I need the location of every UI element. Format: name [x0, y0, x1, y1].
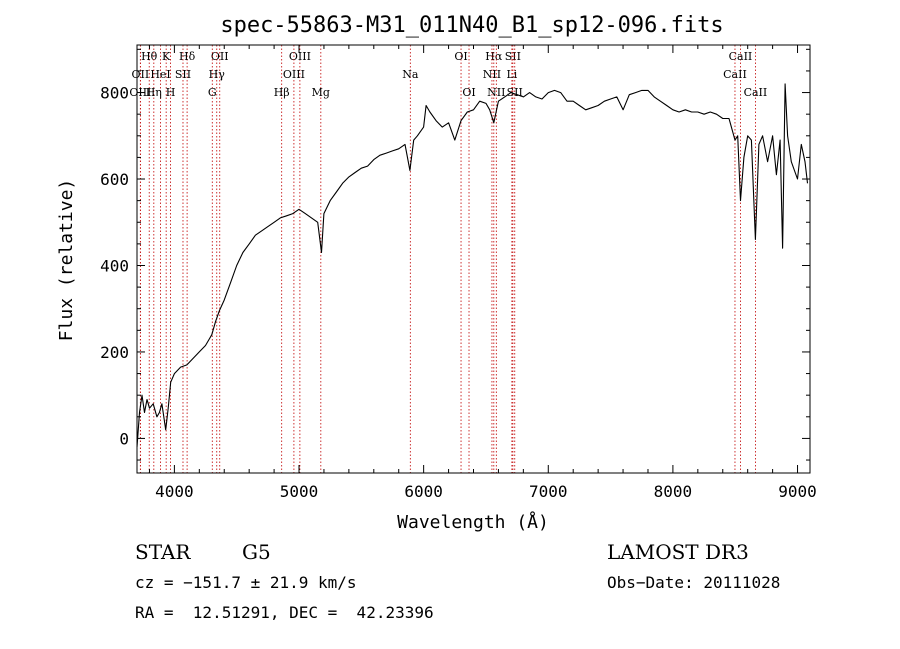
redshift-readout: cz = −151.7 ± 21.9 km/s [135, 573, 357, 592]
line-label-0: Hθ [141, 50, 158, 63]
y-tick-label-1: 200 [100, 343, 129, 362]
spectrum-line-0 [136, 83, 809, 448]
line-label-26: SII [507, 86, 523, 99]
y-tick-label-2: 400 [100, 256, 129, 275]
chart-title: spec-55863-M31_011N40_B1_sp12-096.fits [220, 13, 723, 38]
line-label-7: SII [505, 50, 521, 63]
line-label-23: Mg [312, 86, 330, 99]
line-label-16: Li [506, 68, 517, 81]
x-tick-label-0: 4000 [155, 482, 194, 501]
x-tick-label-5: 9000 [778, 482, 817, 501]
line-label-11: SII [175, 68, 191, 81]
line-label-14: Na [402, 68, 419, 81]
line-label-20: H [166, 86, 176, 99]
line-label-15: NII [483, 68, 501, 81]
x-tick-label-4: 8000 [654, 482, 693, 501]
axes: 4000 5000 6000 7000 8000 9000 0 200 400 600 800 [100, 45, 817, 501]
object-class: STAR [135, 540, 191, 564]
line-label-22: Hβ [274, 86, 290, 99]
line-label-10: HeI [150, 68, 170, 81]
coordinates: RA = 12.51291, DEC = 42.23396 [135, 603, 434, 622]
line-label-5: OI [454, 50, 467, 63]
survey-name: LAMOST DR3 [607, 540, 749, 564]
y-tick-label-3: 600 [100, 170, 129, 189]
x-tick-label-2: 6000 [404, 482, 443, 501]
line-label-2: Hδ [179, 50, 196, 63]
x-axis-label: Wavelength (Å) [397, 511, 549, 533]
line-label-4: OIII [289, 50, 311, 63]
spectrum-series [136, 83, 809, 448]
line-label-27: CaII [744, 86, 768, 99]
y-axis-label: Flux (relative) [56, 179, 77, 342]
observation-date: Obs−Date: 20111028 [607, 573, 781, 592]
line-label-13: OIII [283, 68, 305, 81]
line-label-19: Hη [146, 86, 162, 99]
y-tick-label-0: 0 [119, 429, 129, 448]
line-label-25: NII [487, 86, 505, 99]
x-tick-label-1: 5000 [280, 482, 319, 501]
line-label-21: G [208, 86, 217, 99]
object-subclass: G5 [242, 540, 271, 564]
y-tick-label-4: 800 [100, 84, 129, 103]
x-tick-label-3: 7000 [529, 482, 568, 501]
line-label-8: CaII [729, 50, 753, 63]
line-label-17: CaII [723, 68, 747, 81]
line-label-6: Hα [485, 50, 503, 63]
line-label-1: K [162, 50, 171, 63]
line-label-12: Hγ [209, 68, 226, 81]
line-label-24: OI [462, 86, 475, 99]
line-label-3: OII [211, 50, 229, 63]
